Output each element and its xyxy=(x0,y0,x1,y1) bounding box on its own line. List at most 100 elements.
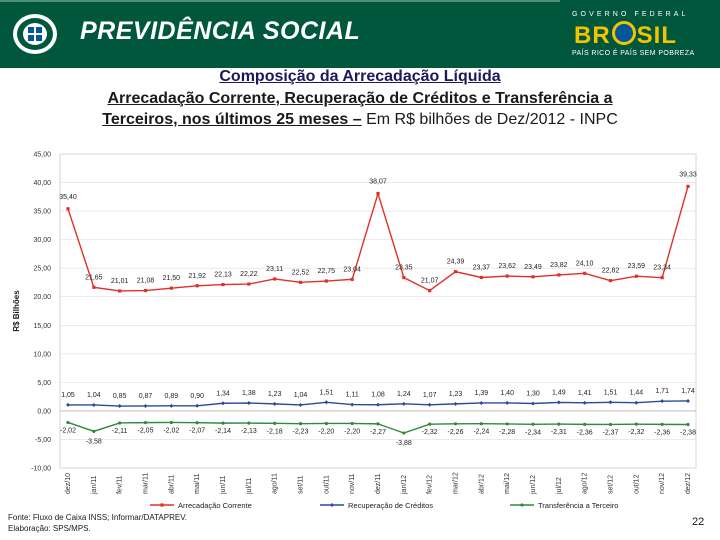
recuperacao-data-label: 1,51 xyxy=(320,389,334,396)
recuperacao-data-label: 1,44 xyxy=(630,390,644,397)
transferencia-point xyxy=(660,422,664,426)
recuperacao-data-label: 1,39 xyxy=(475,390,489,397)
x-tick-label: ago/11 xyxy=(272,473,279,494)
x-tick-label: abr/12 xyxy=(478,474,485,494)
arrecadacao-point xyxy=(608,279,613,283)
page-number: 22 xyxy=(692,516,705,528)
recuperacao-data-label: 1,04 xyxy=(87,392,101,399)
x-tick-label: dez/12 xyxy=(685,473,692,494)
recuperacao-point xyxy=(221,401,225,406)
previdencia-logo-icon xyxy=(13,14,57,54)
brasil-logo-right: SIL xyxy=(636,22,678,49)
transferencia-data-label: -2,02 xyxy=(163,427,179,434)
transferencia-point xyxy=(324,421,328,426)
plot-area xyxy=(59,153,697,469)
transferencia-point xyxy=(273,421,277,425)
x-tick-label: out/12 xyxy=(633,474,640,494)
x-tick-label: set/11 xyxy=(298,475,305,494)
recuperacao-point xyxy=(169,403,174,408)
recuperacao-data-label: 1,41 xyxy=(578,390,592,397)
y-tick-label: 30,00 xyxy=(33,237,51,244)
recuperacao-data-label: 0,87 xyxy=(139,393,153,400)
legend-marker xyxy=(520,503,524,507)
y-tick-label: 5,00 xyxy=(37,380,51,387)
arrecadacao-point xyxy=(557,273,561,277)
recuperacao-point xyxy=(531,401,535,406)
recuperacao-data-label: 1,30 xyxy=(526,390,540,397)
y-axis-label: R$ Bilhões xyxy=(12,290,21,332)
transferencia-point xyxy=(143,421,148,425)
arrecadacao-data-label: 24,10 xyxy=(576,260,594,267)
arrecadacao-point xyxy=(195,284,199,288)
transferencia-data-label: -2,02 xyxy=(60,427,76,434)
brasil-logo-left: BR xyxy=(574,22,611,49)
recuperacao-point xyxy=(376,402,380,407)
x-tick-label: fev/12 xyxy=(427,475,434,494)
recuperacao-point xyxy=(686,398,690,403)
transferencia-data-label: -2,37 xyxy=(603,429,619,436)
transferencia-data-label: -3,58 xyxy=(86,438,102,445)
recuperacao-point xyxy=(608,400,613,405)
recuperacao-point xyxy=(479,400,484,405)
arrecadacao-data-label: 21,50 xyxy=(163,275,181,282)
arrecadacao-point xyxy=(66,207,70,211)
arrecadacao-data-label: 23,35 xyxy=(395,265,413,272)
x-tick-label: mar/11 xyxy=(143,473,150,494)
transferencia-data-label: -2,05 xyxy=(138,428,154,435)
recuperacao-point xyxy=(246,401,251,406)
legend-entry: Recuperação de Créditos xyxy=(348,501,433,510)
arrecadacao-data-label: 23,62 xyxy=(498,263,516,270)
transferencia-data-label: -2,11 xyxy=(112,428,128,435)
x-tick-label: mar/12 xyxy=(453,472,460,494)
slogan: PAÍS RICO É PAÍS SEM POBREZA xyxy=(572,50,695,57)
transferencia-point xyxy=(402,431,406,435)
recuperacao-point xyxy=(272,401,277,406)
arrecadacao-data-label: 21,92 xyxy=(188,273,206,280)
source-line-1: Fonte: Fluxo de Caixa INSS; Informar/DAT… xyxy=(8,513,188,522)
transferencia-data-label: -2,14 xyxy=(215,428,231,435)
arrecadacao-point xyxy=(350,277,354,281)
arrecadacao-point xyxy=(298,280,303,284)
transferencia-point xyxy=(583,422,587,426)
legend-marker xyxy=(160,503,164,507)
transferencia-point xyxy=(453,422,458,426)
x-tick-label: nov/12 xyxy=(659,473,666,494)
x-tick-label: jun/11 xyxy=(220,475,227,495)
recuperacao-point xyxy=(427,402,432,407)
y-tick-label: -5,00 xyxy=(35,437,51,444)
recuperacao-point xyxy=(66,402,70,407)
recuperacao-data-label: 1,34 xyxy=(216,390,230,397)
arrecadacao-point xyxy=(686,184,690,188)
arrecadacao-point xyxy=(505,274,509,278)
recuperacao-point xyxy=(117,404,122,409)
transferencia-data-label: -2,23 xyxy=(293,429,309,436)
recuperacao-data-label: 1,23 xyxy=(449,391,463,398)
transferencia-data-label: -2,07 xyxy=(189,428,205,435)
x-tick-label: nov/11 xyxy=(349,473,356,494)
recuperacao-point xyxy=(350,402,355,407)
arrecadacao-data-label: 39,33 xyxy=(679,171,697,178)
transferencia-data-label: -3,88 xyxy=(396,440,412,447)
transferencia-point xyxy=(376,422,380,426)
y-tick-label: 25,00 xyxy=(33,266,51,273)
header-banner: PREVIDÊNCIA SOCIAL GOVERNO FEDERAL BR SIL… xyxy=(0,0,720,68)
recuperacao-point xyxy=(91,402,96,407)
source-line-2: Elaboração: SPS/MPS. xyxy=(8,524,91,533)
transferencia-point xyxy=(686,422,690,427)
legend-entry: Arrecadação Corrente xyxy=(178,501,252,510)
arrecadacao-point xyxy=(92,285,96,289)
recuperacao-point xyxy=(298,402,303,407)
transferencia-point xyxy=(221,421,225,425)
x-tick-label: mai/12 xyxy=(504,473,511,494)
transferencia-data-label: -2,26 xyxy=(448,429,464,436)
recuperacao-point xyxy=(556,400,561,405)
transferencia-point xyxy=(608,422,613,427)
arrecadacao-point xyxy=(169,286,173,290)
arrecadacao-point xyxy=(221,282,225,287)
y-tick-label: 35,00 xyxy=(33,209,51,216)
chart-subtitle-line2: Terceiros, nos últimos 25 meses – Em R$ … xyxy=(0,111,720,129)
x-tick-label: jan/11 xyxy=(91,475,98,495)
arrecadacao-point xyxy=(402,276,406,280)
arrecadacao-point xyxy=(143,288,148,293)
subtitle-bold-part: Terceiros, nos últimos 25 meses – xyxy=(102,111,362,128)
